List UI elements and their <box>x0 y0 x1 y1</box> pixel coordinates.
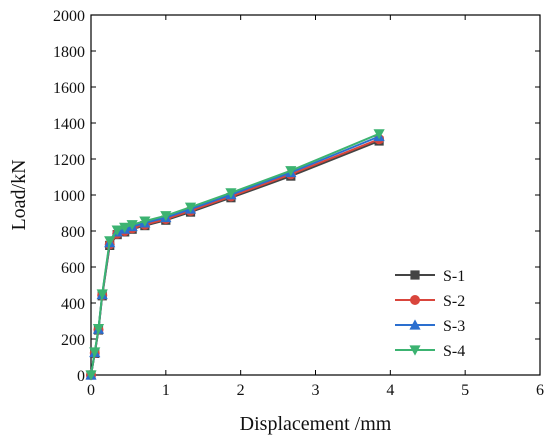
data-point <box>92 323 105 335</box>
legend: S-1 S-2 S-3 S-4 <box>395 268 465 360</box>
legend-label: S-4 <box>443 343 465 360</box>
y-tick-label: 2000 <box>53 8 85 25</box>
legend-item: S-3 <box>395 318 465 335</box>
y-axis-label: Load/kN <box>8 159 30 230</box>
legend-swatch-marker <box>410 295 420 305</box>
x-tick-label: 6 <box>536 382 544 399</box>
y-tick-label: 800 <box>61 224 85 241</box>
data-point <box>160 211 172 222</box>
y-tick-label: 1800 <box>53 44 85 61</box>
legend-swatch-marker <box>409 345 421 356</box>
data-point <box>139 216 151 227</box>
x-tick-label: 0 <box>87 382 95 399</box>
legend-label: S-1 <box>443 268 465 285</box>
data-point <box>89 347 101 358</box>
x-tick-label: 5 <box>461 382 469 399</box>
y-tick-label: 0 <box>77 368 85 385</box>
x-tick-label: 3 <box>312 382 320 399</box>
y-tick-label: 600 <box>61 260 85 277</box>
y-tick-label: 1600 <box>53 80 85 97</box>
x-axis-label: Displacement /mm <box>240 413 392 435</box>
y-tick-label: 1400 <box>53 116 85 133</box>
data-point <box>104 236 116 247</box>
data-point <box>85 370 97 381</box>
x-tick-label: 4 <box>386 382 394 399</box>
y-tick-label: 400 <box>61 296 85 313</box>
series-s-4 <box>85 129 385 381</box>
data-point <box>111 225 123 236</box>
data-point <box>285 166 297 177</box>
data-point <box>184 202 197 213</box>
legend-label: S-2 <box>443 293 465 310</box>
legend-swatch-marker <box>410 270 420 280</box>
data-point <box>126 220 138 231</box>
x-tick-label: 1 <box>162 382 170 399</box>
y-tick-label: 1000 <box>53 188 85 205</box>
data-point <box>96 289 108 300</box>
legend-item: S-1 <box>395 268 465 285</box>
y-tick-label: 1200 <box>53 152 85 169</box>
plot-area <box>90 14 541 376</box>
data-point <box>373 129 385 140</box>
y-tick-label: 200 <box>61 332 85 349</box>
legend-label: S-3 <box>443 318 465 335</box>
legend-item: S-2 <box>395 293 465 310</box>
data-point <box>225 188 237 199</box>
axes: 0 200 400 600 800 1000 1200 1400 1600 1800 2000 0 1 2… <box>53 8 544 399</box>
plot-frame <box>90 14 541 376</box>
legend-swatch-marker <box>409 319 421 330</box>
x-tick-label: 2 <box>237 382 245 399</box>
legend-item: S-4 <box>395 343 465 360</box>
data-point <box>119 222 131 233</box>
series-layer <box>85 129 385 381</box>
